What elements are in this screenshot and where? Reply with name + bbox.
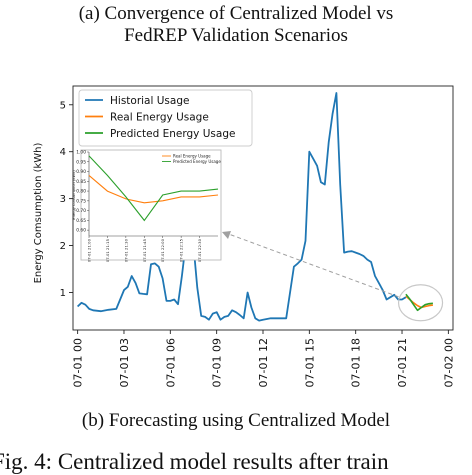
x-tick-label: 07-01 12 [257,338,270,387]
inset-x-tick-label: 07-01 21:15 [105,238,110,262]
inset-x-tick-label: 07-01 21:45 [142,238,147,262]
y-tick-label: 2 [60,241,66,252]
inset-predicted-line [88,155,219,222]
inset-y-tick-label: 0.85 [76,179,86,185]
zoom-ellipse [397,284,444,322]
inset-legend-label: Real Energy Usage [173,154,211,159]
figure-caption: Fig. 4: Centralized model results after … [0,449,389,474]
inset-y-axis-label: Energy Consumption (kWh) [72,170,76,220]
main-legend: Historial Usage Real Energy Usage Predicte… [78,89,253,147]
inset-y-tick-label: 0.95 [76,159,86,165]
inset-y-tick-label: 0.60 [76,228,86,234]
legend-label: Real Energy Usage [110,112,209,124]
x-tick-label: 07-02 00 [442,338,455,387]
zoom-arrow-head [222,231,231,239]
x-tick-label: 07-01 18 [350,338,363,387]
legend-box [78,89,253,147]
x-tick-label: 07-01 00 [72,338,85,387]
y-tick-label: 5 [60,100,66,111]
inset-y-tick-label: 0.75 [76,198,86,204]
inset-panel [80,149,222,261]
inset-x-tick-label: 07-01 21:00 [87,238,92,262]
top-caption-line-2: FedREP Validation Scenarios [124,25,348,46]
inset-x-tick-label: 07-01 22:15 [179,238,184,262]
main-axes: 1 2 3 4 5 07-01 00 07-01 03 07-01 06 07-01 09 07-… [60,85,455,387]
inset-y-tick-label: 0.90 [76,169,86,175]
inset-x-tick-label: 07-01 21:30 [123,238,128,262]
inset-y-tick-label: 1.00 [76,150,86,156]
inset-y-tick-label: 0.70 [76,208,86,214]
zoom-circle [397,284,444,322]
x-tick-label: 07-01 06 [164,338,177,387]
inset-real-line [88,174,219,204]
x-tick-label: 07-01 03 [118,338,131,387]
y-tick-label: 1 [60,288,66,299]
inset-legend-label: Predicted Energy Usage [173,159,221,164]
predicted-energy-line [405,293,433,312]
y-tick-label: 3 [60,194,66,205]
inset-x-tick-label: 07-01 22:00 [160,238,165,262]
bottom-caption: (b) Forecasting using Centralized Model [81,410,391,431]
top-caption-line-1: (a) Convergence of Centralized Model vs [78,3,394,24]
inset-y-tick-label: 0.65 [76,218,86,224]
x-tick-label: 07-01 09 [211,338,224,387]
y-axis-label: Energy Comsumption (kWh) [33,142,44,283]
historical-usage-line [76,92,407,322]
inset-y-tick-label: 0.80 [76,189,86,195]
y-tick-label: 4 [60,147,66,158]
x-tick-label: 07-01 21 [396,338,409,387]
main-series-group [76,92,434,322]
real-energy-line [405,295,434,309]
x-tick-label: 07-01 15 [303,338,316,387]
legend-label: Historial Usage [110,95,189,107]
legend-label: Predicted Energy Usage [110,128,235,140]
zoom-arrow-line [225,232,399,298]
inset-chart: 0.60 0.65 0.70 0.75 0.80 0.85 0.90 0.95 1.00 07-0… [72,149,399,298]
inset-x-tick-label: 07-01 22:30 [197,238,202,262]
